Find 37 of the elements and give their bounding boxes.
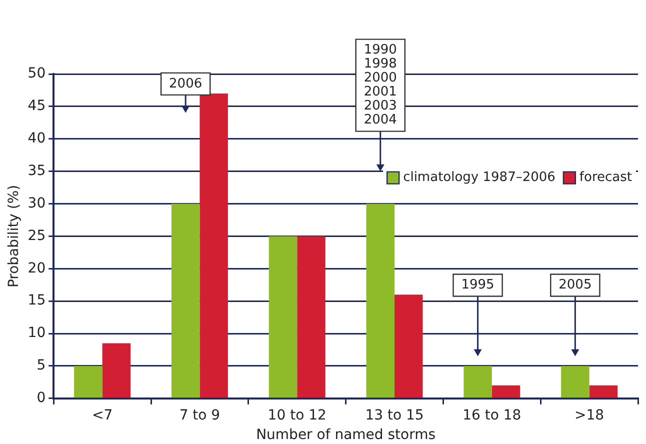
- bar: [464, 366, 492, 398]
- bar: [74, 366, 102, 398]
- annotation: 1995: [461, 278, 494, 293]
- annotation: 1990 1998 2000 2001 2003 2004: [364, 42, 397, 128]
- x-tick-label: <7: [92, 407, 113, 424]
- x-tick-label: 13 to 15: [365, 407, 424, 424]
- bar: [171, 204, 200, 398]
- bar: [561, 366, 590, 398]
- y-tick-label: 5: [36, 358, 46, 374]
- bar: [589, 385, 618, 398]
- y-tick-label: 20: [28, 260, 46, 276]
- legend-label: climatology 1987–2006: [403, 170, 556, 186]
- bar: [268, 236, 298, 398]
- x-tick-label: 16 to 18: [462, 407, 522, 424]
- y-tick-label: 35: [28, 162, 46, 179]
- bar: [102, 343, 131, 398]
- bar: [200, 93, 228, 398]
- y-tick-label: 45: [28, 98, 46, 114]
- annotation: 2005: [558, 278, 592, 293]
- y-tick-label: 30: [28, 195, 46, 212]
- x-tick-label: 7 to 9: [179, 407, 220, 424]
- y-tick-label: 40: [28, 130, 46, 147]
- legend-label: forecast: [579, 170, 632, 186]
- y-axis-title: Probability (%): [6, 184, 22, 288]
- bar: [366, 204, 395, 398]
- y-tick-label: 50: [28, 66, 46, 82]
- y-tick-label: 10: [28, 325, 46, 342]
- bar: [297, 236, 326, 398]
- y-tick-label: 25: [28, 228, 46, 244]
- x-axis-title: Number of named storms: [256, 427, 436, 444]
- bar: [492, 385, 520, 398]
- y-tick-label: 0: [36, 390, 46, 406]
- y-tick-label: 15: [28, 292, 46, 309]
- annotation: 2006: [169, 76, 202, 92]
- x-tick-label: 10 to 12: [268, 407, 326, 424]
- x-tick-label: >18: [574, 407, 604, 424]
- bar: [394, 294, 423, 398]
